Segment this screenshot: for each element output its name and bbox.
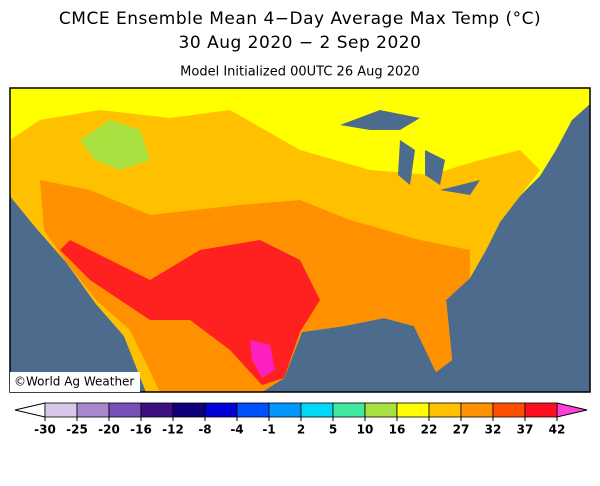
- colorbar-high-arrow: [556, 402, 588, 418]
- great-lakes: [340, 110, 480, 195]
- colorbar-tick-label: 37: [517, 423, 534, 437]
- title: CMCE Ensemble Mean 4−Day Average Max Tem…: [59, 9, 541, 29]
- colorbar-segment: [76, 402, 110, 418]
- colorbar-tick-label: -8: [198, 423, 211, 437]
- colorbar-tick-label: 2: [297, 423, 305, 437]
- colorbar-segment: [524, 402, 558, 418]
- colorbar-segment: [364, 402, 398, 418]
- colorbar-tick-label: 42: [549, 423, 566, 437]
- date-range: 30 Aug 2020 − 2 Sep 2020: [179, 33, 422, 53]
- colorbar-segment: [44, 402, 78, 418]
- colorbar-low-arrow: [14, 402, 46, 418]
- colorbar-tick-label: -30: [34, 423, 56, 437]
- colorbar: -30 -25 -20 -16 -12 -8 -4 -1 2 5 10 16 22 27 32 37 42: [14, 402, 588, 437]
- colorbar-segment: [428, 402, 462, 418]
- colorbar-tick-label: -16: [130, 423, 152, 437]
- credit-box: [10, 372, 140, 392]
- colorbar-tick-label: 22: [421, 423, 438, 437]
- colorbar-segment: [108, 402, 142, 418]
- map: ©World Ag Weather: [9, 87, 591, 393]
- extreme-region: [250, 340, 275, 378]
- colorbar-segment: [204, 402, 238, 418]
- colorbar-tick-label: -25: [66, 423, 88, 437]
- colorbar-tick-label: 10: [357, 423, 374, 437]
- map-border: [9, 87, 591, 393]
- colorbar-segment: [172, 402, 206, 418]
- subtitle: Model Initialized 00UTC 26 Aug 2020: [180, 65, 420, 80]
- colorbar-segment: [140, 402, 174, 418]
- colorbar-tick-label: 5: [329, 423, 337, 437]
- colorbar-tick-label: -20: [98, 423, 120, 437]
- colorbar-segment: [236, 402, 270, 418]
- colorbar-tick-label: -12: [162, 423, 184, 437]
- colorbar-tick-label: -1: [262, 423, 275, 437]
- colorbar-segment: [492, 402, 526, 418]
- colorbar-segment: [460, 402, 494, 418]
- colorbar-segment: [332, 402, 366, 418]
- credit: ©World Ag Weather: [14, 375, 134, 389]
- colorbar-tick-label: 32: [485, 423, 502, 437]
- colorbar-segment: [396, 402, 430, 418]
- colorbar-tick-label: -4: [230, 423, 243, 437]
- colorbar-segment: [300, 402, 334, 418]
- colorbar-tick-label: 27: [453, 423, 470, 437]
- colorbar-tick-label: 16: [389, 423, 406, 437]
- cool-region: [80, 120, 150, 170]
- colorbar-segment: [268, 402, 302, 418]
